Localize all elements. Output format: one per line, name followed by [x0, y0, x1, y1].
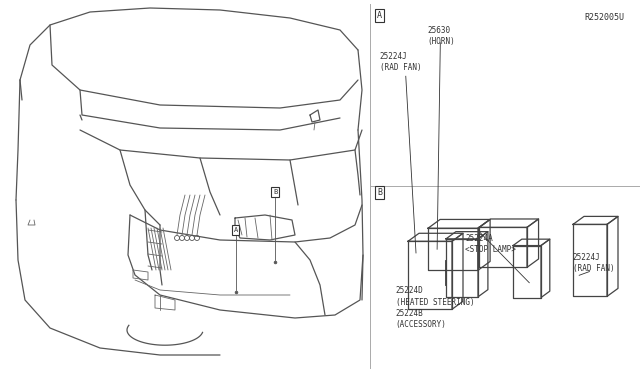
Text: B: B: [377, 188, 382, 197]
Text: R252005U: R252005U: [584, 13, 624, 22]
Text: 25224J
(RAD FAN): 25224J (RAD FAN): [380, 52, 421, 72]
Text: 25224D
(HEATED STEERING)
25224B
(ACCESSORY): 25224D (HEATED STEERING) 25224B (ACCESSO…: [396, 286, 474, 329]
Text: B: B: [273, 189, 277, 195]
Text: 25630
(HORN): 25630 (HORN): [428, 26, 455, 46]
Text: 25224J
(RAD FAN): 25224J (RAD FAN): [573, 253, 614, 273]
Text: A: A: [234, 227, 237, 233]
Text: A: A: [377, 11, 382, 20]
Text: 25224A
<STOP LAMP>: 25224A <STOP LAMP>: [465, 234, 516, 254]
